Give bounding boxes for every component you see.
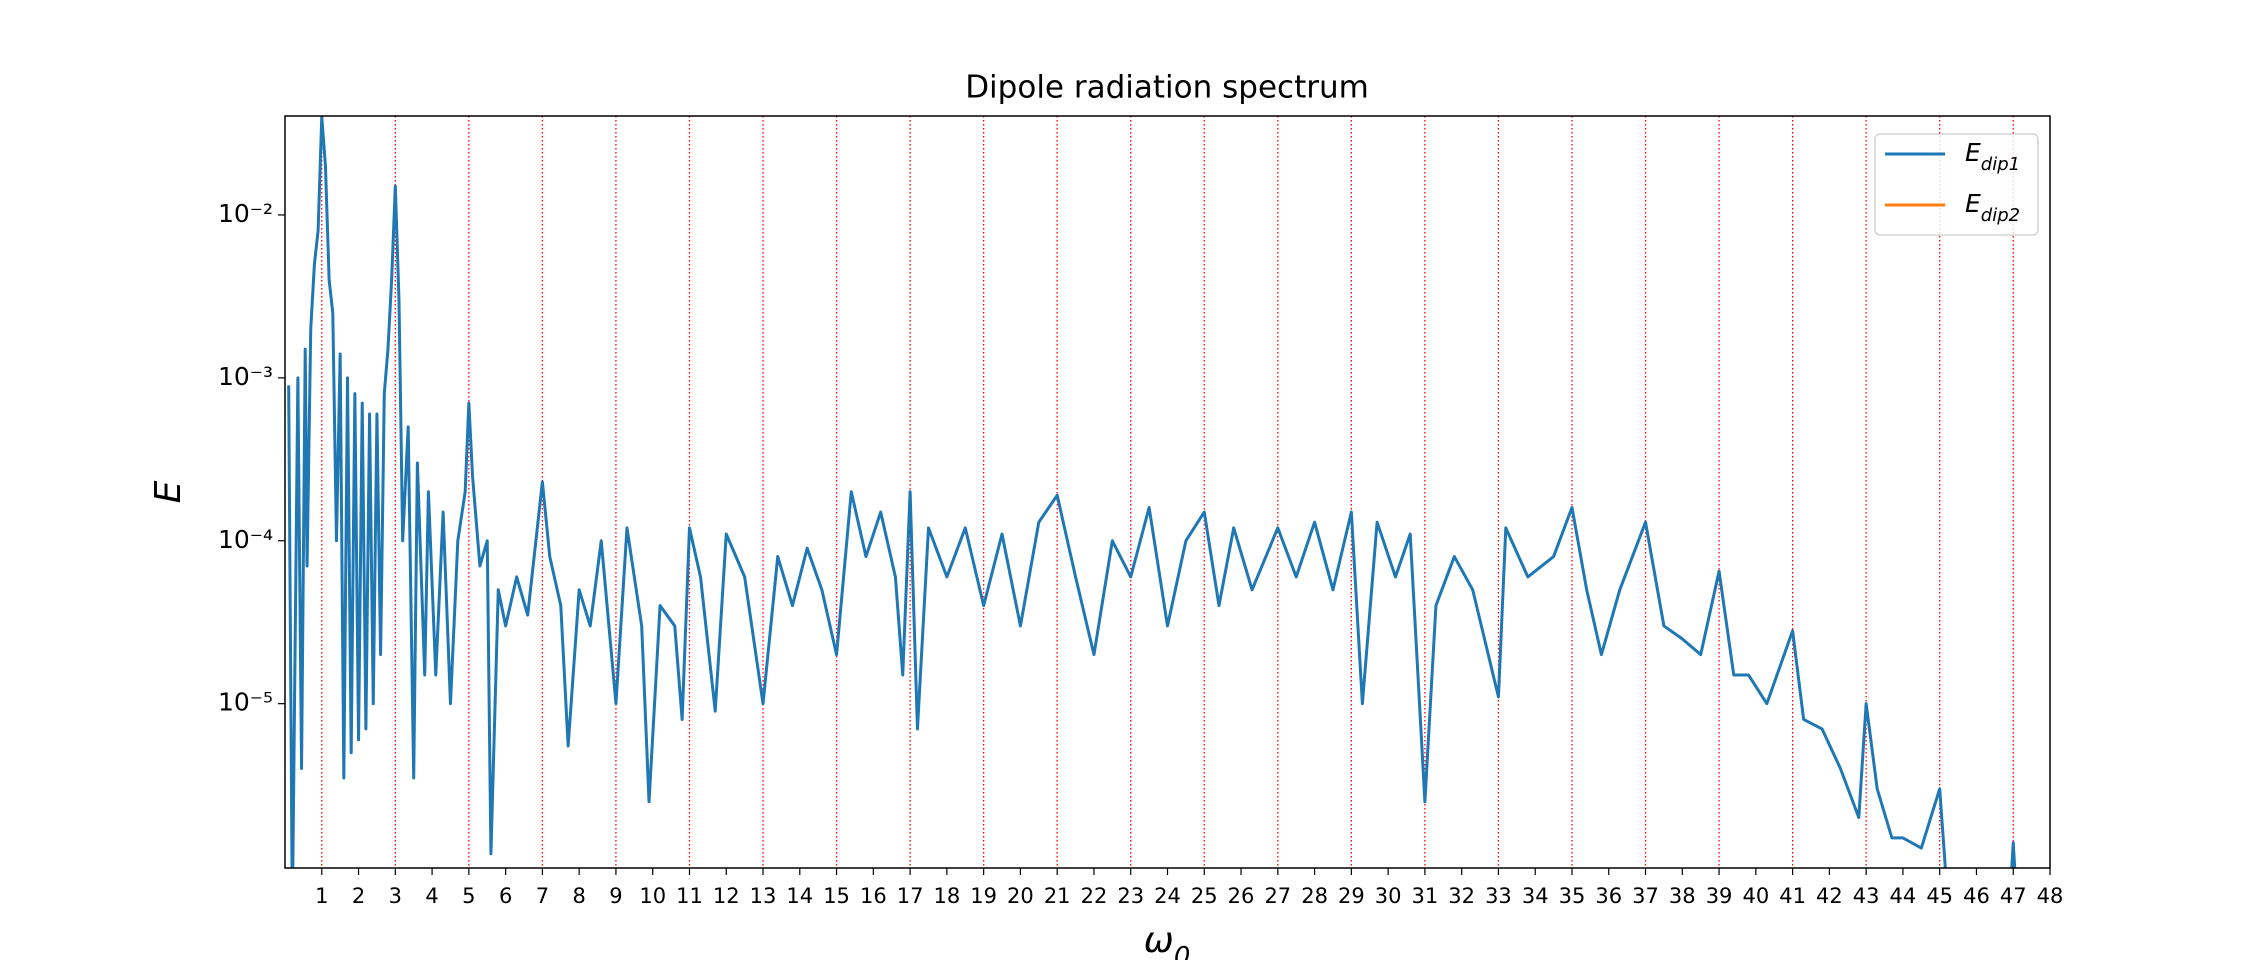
x-tick-label: 8 <box>572 884 585 908</box>
x-axis-label: ω0 <box>1144 920 1191 960</box>
x-tick-label: 43 <box>1853 884 1880 908</box>
x-tick-label: 20 <box>1007 884 1034 908</box>
y-tick-label: 10⁻² <box>218 199 273 228</box>
x-tick-label: 34 <box>1522 884 1549 908</box>
x-tick-label: 44 <box>1890 884 1917 908</box>
legend-label: Edip1 <box>1965 138 2020 175</box>
x-tick-label: 47 <box>2000 884 2027 908</box>
y-tick-label: 10⁻⁴ <box>218 525 273 554</box>
legend-label: Edip2 <box>1965 189 2020 226</box>
x-tick-label: 41 <box>1779 884 1806 908</box>
legend-box <box>1874 133 2039 236</box>
x-tick-label: 2 <box>352 884 365 908</box>
x-tick-label: 22 <box>1081 884 1108 908</box>
x-tick-label: 21 <box>1044 884 1071 908</box>
x-tick-label: 10 <box>639 884 666 908</box>
x-tick-label: 24 <box>1154 884 1181 908</box>
x-tick-label: 28 <box>1301 884 1328 908</box>
x-tick-label: 26 <box>1228 884 1255 908</box>
x-tick-label: 35 <box>1559 884 1586 908</box>
x-tick-label: 4 <box>425 884 438 908</box>
x-tick-label: 1 <box>315 884 328 908</box>
x-tick-label: 9 <box>609 884 622 908</box>
x-tick-label: 14 <box>786 884 813 908</box>
x-tick-label: 46 <box>1963 884 1990 908</box>
x-tick-label: 48 <box>2037 884 2064 908</box>
x-tick-label: 16 <box>860 884 887 908</box>
plot-frame <box>284 115 2051 869</box>
x-tick-label: 17 <box>897 884 924 908</box>
x-tick-label: 12 <box>713 884 740 908</box>
x-tick-label: 13 <box>750 884 777 908</box>
x-tick-label: 25 <box>1191 884 1218 908</box>
x-tick-label: 3 <box>389 884 402 908</box>
x-tick-label: 19 <box>970 884 997 908</box>
x-tick-label: 36 <box>1595 884 1622 908</box>
y-tick-label: 10⁻³ <box>218 362 273 391</box>
x-tick-label: 27 <box>1264 884 1291 908</box>
x-tick-label: 23 <box>1117 884 1144 908</box>
y-axis-label: E <box>148 480 189 503</box>
x-tick-label: 30 <box>1375 884 1402 908</box>
x-tick-label: 5 <box>462 884 475 908</box>
x-tick-label: 32 <box>1448 884 1475 908</box>
x-tick-label: 31 <box>1412 884 1439 908</box>
x-tick-label: 37 <box>1632 884 1659 908</box>
x-tick-label: 7 <box>536 884 549 908</box>
series-line <box>287 116 2017 868</box>
x-tick-label: 33 <box>1485 884 1512 908</box>
x-tick-label: 39 <box>1706 884 1733 908</box>
x-tick-label: 40 <box>1742 884 1769 908</box>
y-tick-label: 10⁻⁵ <box>218 688 273 717</box>
x-tick-label: 29 <box>1338 884 1365 908</box>
x-tick-label: 18 <box>934 884 961 908</box>
x-tick-label: 15 <box>823 884 850 908</box>
x-tick-label: 11 <box>676 884 703 908</box>
chart-title: Dipole radiation spectrum <box>965 70 1369 106</box>
x-tick-label: 6 <box>499 884 512 908</box>
x-tick-label: 42 <box>1816 884 1843 908</box>
x-tick-label: 45 <box>1926 884 1953 908</box>
x-tick-label: 38 <box>1669 884 1696 908</box>
